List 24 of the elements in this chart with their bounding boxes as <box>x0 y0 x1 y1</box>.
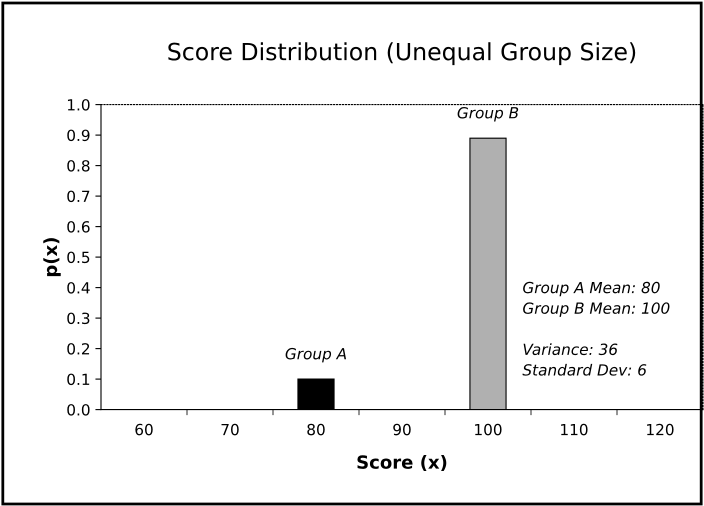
annotation: Group B <box>458 106 518 122</box>
x-tick-label: 90 <box>393 424 411 436</box>
x-tick-label: 80 <box>307 424 325 436</box>
y-tick-label: 0.5 <box>67 252 90 264</box>
y-tick-label: 0.7 <box>67 190 90 202</box>
text: Group A Mean: 80 Group B Mean: 100 Variance: 36 Standard Dev: 6 <box>522 282 670 376</box>
y-tick-label: 0.9 <box>67 130 90 142</box>
y-tick-label: 0.0 <box>67 404 90 416</box>
y-tick-label: 1.0 <box>68 99 90 111</box>
x-tick-label: 70 <box>222 424 239 436</box>
y-tick-label: 0.8 <box>67 160 90 172</box>
chart-title: Score Distribution (Unequal Group Size) <box>168 42 636 66</box>
annotation: Group A <box>286 348 346 362</box>
y-tick-label: 0.2 <box>67 343 90 355</box>
y-tick-label: 0.6 <box>67 221 90 233</box>
x-tick-label: 120 <box>647 424 674 436</box>
x-axis-title: Score (x) <box>357 454 446 472</box>
x-tick-label: 110 <box>561 424 588 436</box>
y-tick-label: 0.1 <box>67 374 90 386</box>
x-tick-label: 60 <box>135 424 153 436</box>
y-tick-label: 0.3 <box>67 312 90 324</box>
y-tick-label: 0.4 <box>67 282 90 294</box>
x-tick-label: 100 <box>475 424 502 436</box>
y-axis-title: p(x) <box>43 238 61 276</box>
